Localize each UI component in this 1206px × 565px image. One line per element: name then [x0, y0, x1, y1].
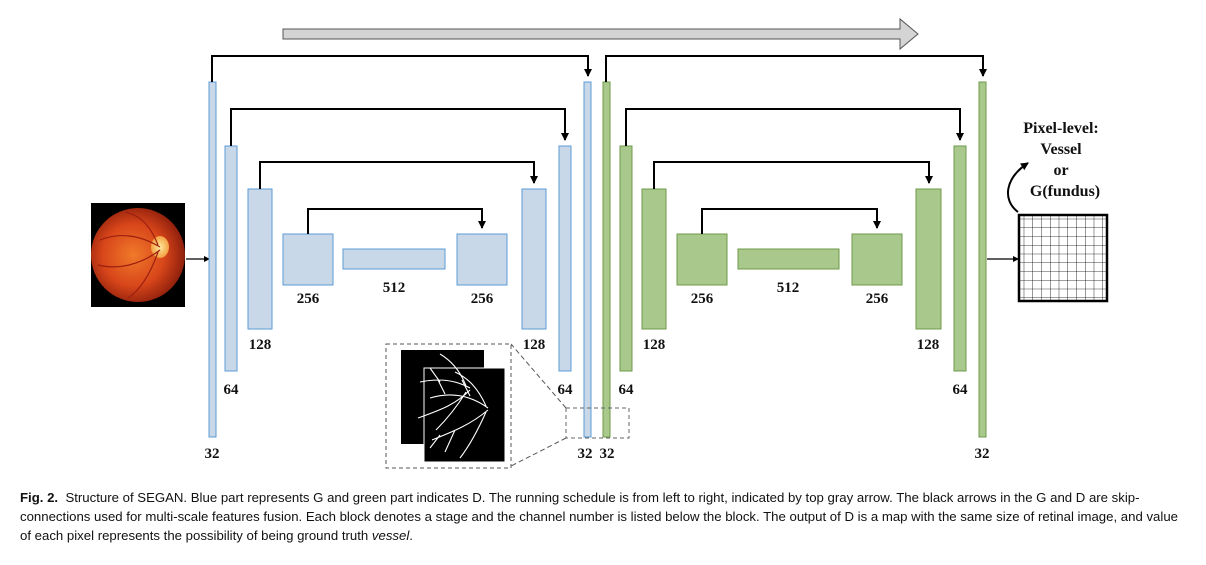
d-block-32-right: [978, 81, 987, 438]
generator-network: 32 64 128 256 512 256 128 64 32: [205, 55, 593, 462]
g-skip-256: [307, 208, 486, 234]
figure-caption: Fig. 2. Structure of SEGAN. Blue part re…: [20, 488, 1192, 545]
g-label-256-left: 256: [297, 291, 320, 307]
g-label-64-left: 64: [224, 382, 240, 398]
g-skip-32: [211, 55, 592, 82]
g-block-256-left: [282, 233, 334, 286]
d-label-128-right: 128: [917, 337, 940, 353]
d-block-512: [737, 248, 840, 270]
g-label-32-left: 32: [205, 446, 220, 462]
segan-diagram: 32 64 128 256 512 256 128 64 32 32 64 12…: [91, 17, 1109, 469]
g-label-128-right: 128: [523, 337, 546, 353]
d-block-64-right: [953, 145, 967, 372]
d-label-64-left: 64: [619, 382, 635, 398]
output-label-line4: G(fundus): [1030, 183, 1100, 200]
d-skip-128: [653, 161, 933, 189]
d-label-512: 512: [777, 280, 800, 296]
g-label-128-left: 128: [249, 337, 272, 353]
vessel-map-inset: [385, 343, 630, 469]
fundus-image: [91, 203, 185, 307]
g-skip-64: [230, 108, 569, 146]
d-label-256-right: 256: [866, 291, 889, 307]
pixel-output-map: [1017, 213, 1109, 303]
caption-fig-label: Fig. 2.: [20, 490, 59, 505]
g-block-128-right: [521, 188, 547, 330]
g-block-64-right: [558, 145, 572, 372]
output-label-line3: or: [1053, 162, 1068, 179]
d-block-128-right: [915, 188, 942, 330]
output-label-line1: Pixel-level:: [1023, 120, 1099, 137]
d-block-64-left: [619, 145, 633, 372]
caption-text: Structure of SEGAN. Blue part represents…: [20, 490, 1178, 543]
output-curved-arrow: [1007, 162, 1029, 213]
d-label-32-right: 32: [975, 446, 990, 462]
g-skip-128: [259, 161, 538, 189]
d-label-256-left: 256: [691, 291, 714, 307]
g-label-32-right: 32: [578, 446, 593, 462]
g-block-64-left: [224, 145, 238, 372]
g-block-32-left: [208, 81, 217, 438]
d-block-256-left: [676, 233, 728, 286]
g-block-256-right: [456, 233, 508, 286]
d-block-256-right: [851, 233, 903, 286]
schedule-arrow: [282, 17, 919, 51]
d-block-128-left: [641, 188, 667, 330]
g-block-512: [342, 248, 446, 270]
caption-italic-word: vessel: [371, 528, 410, 543]
d-label-64-right: 64: [953, 382, 969, 398]
d-skip-32: [605, 55, 987, 82]
output-label-line2: Vessel: [1040, 141, 1082, 158]
g-block-32-right: [583, 81, 592, 438]
g-label-64-right: 64: [558, 382, 574, 398]
g-label-512: 512: [383, 280, 406, 296]
d-label-128-left: 128: [643, 337, 666, 353]
g-block-128-left: [247, 188, 273, 330]
discriminator-network: 32 64 128 256 512 256 128 64 32: [600, 55, 990, 462]
d-block-32-left: [602, 81, 611, 438]
caption-end: .: [409, 528, 413, 543]
d-skip-256: [701, 208, 881, 234]
g-label-256-right: 256: [471, 291, 494, 307]
d-label-32-left: 32: [600, 446, 615, 462]
d-skip-64: [625, 108, 964, 146]
